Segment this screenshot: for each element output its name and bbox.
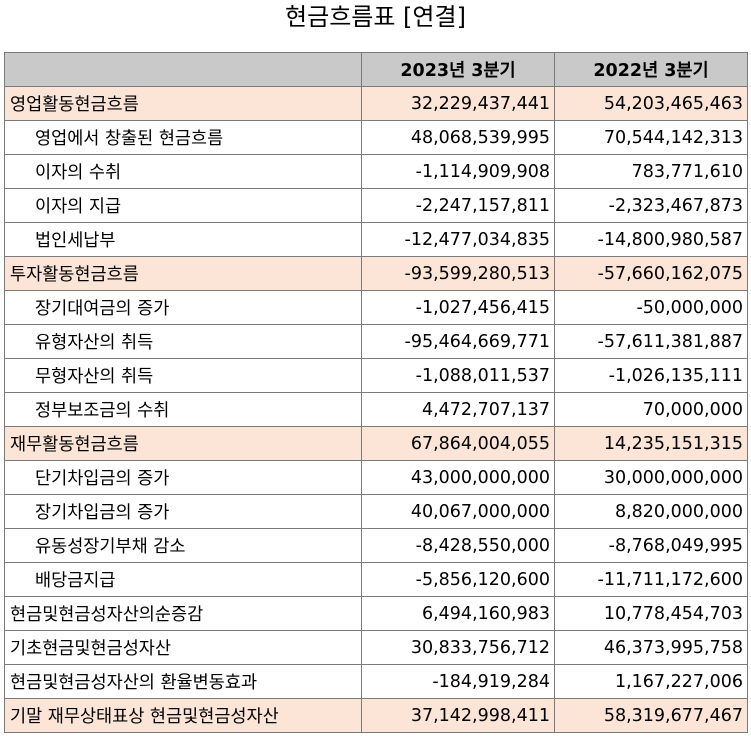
table-row: 이자의 수취 -1,114,909,908 783,771,610 [4,154,748,189]
table-row: 장기차입금의 증가 40,067,000,000 8,820,000,000 [4,494,748,529]
row-label: 기말 재무상태표상 현금및현금성자산 [4,698,362,733]
value-2023q3: 37,142,998,411 [361,698,555,733]
row-label: 무형자산의 취득 [4,358,362,393]
table-row: 유형자산의 취득 -95,464,669,771 -57,611,381,887 [4,324,748,359]
row-label: 이자의 수취 [4,154,362,189]
value-2023q3: 30,833,756,712 [361,630,555,665]
table-row: 기초현금및현금성자산 30,833,756,712 46,373,995,758 [4,630,748,665]
table-row: 장기대여금의 증가 -1,027,456,415 -50,000,000 [4,290,748,325]
value-2023q3: 43,000,000,000 [361,460,555,495]
row-label: 법인세납부 [4,222,362,257]
table-row: 정부보조금의 수취 4,472,707,137 70,000,000 [4,392,748,427]
row-label: 영업에서 창출된 현금흐름 [4,120,362,155]
value-2022q3: -57,660,162,075 [554,256,748,291]
value-2022q3: 46,373,995,758 [554,630,748,665]
value-2022q3: -2,323,467,873 [554,188,748,223]
table-row: 무형자산의 취득 -1,088,011,537 -1,026,135,111 [4,358,748,393]
row-label: 현금및현금성자산의 환율변동효과 [4,664,362,699]
value-2022q3: 54,203,465,463 [554,86,748,121]
header-label-cell [4,52,362,87]
header-2023q3: 2023년 3분기 [361,52,555,87]
value-2022q3: -1,026,135,111 [554,358,748,393]
table-row: 영업활동현금흐름 32,229,437,441 54,203,465,463 [4,86,748,121]
value-2022q3: 14,235,151,315 [554,426,748,461]
value-2023q3: -1,114,909,908 [361,154,555,189]
table-row: 재무활동현금흐름 67,864,004,055 14,235,151,315 [4,426,748,461]
table-row: 유동성장기부채 감소 -8,428,550,000 -8,768,049,995 [4,528,748,563]
value-2022q3: -14,800,980,587 [554,222,748,257]
value-2023q3: 67,864,004,055 [361,426,555,461]
row-label: 장기차입금의 증가 [4,494,362,529]
row-label: 이자의 지급 [4,188,362,223]
value-2022q3: -57,611,381,887 [554,324,748,359]
row-label: 장기대여금의 증가 [4,290,362,325]
value-2023q3: 48,068,539,995 [361,120,555,155]
page-title: 현금흐름표 [연결] [285,3,466,31]
value-2023q3: 40,067,000,000 [361,494,555,529]
value-2022q3: 8,820,000,000 [554,494,748,529]
value-2022q3: -11,711,172,600 [554,562,748,597]
value-2023q3: -12,477,034,835 [361,222,555,257]
value-2022q3: 783,771,610 [554,154,748,189]
value-2022q3: -8,768,049,995 [554,528,748,563]
header-2022q3: 2022년 3분기 [554,52,748,87]
value-2023q3: -2,247,157,811 [361,188,555,223]
table-row: 현금및현금성자산의 환율변동효과 -184,919,284 1,167,227,00… [4,664,748,699]
cash-flow-table: 2023년 3분기 2022년 3분기 영업활동현금흐름 32,229,437,4… [4,52,748,733]
table-row: 이자의 지급 -2,247,157,811 -2,323,467,873 [4,188,748,223]
row-label: 정부보조금의 수취 [4,392,362,427]
row-label: 단기차입금의 증가 [4,460,362,495]
value-2023q3: -93,599,280,513 [361,256,555,291]
value-2023q3: 6,494,160,983 [361,596,555,631]
table-row: 단기차입금의 증가 43,000,000,000 30,000,000,000 [4,460,748,495]
header-row: 2023년 3분기 2022년 3분기 [4,52,748,87]
value-2023q3: 32,229,437,441 [361,86,555,121]
value-2023q3: -184,919,284 [361,664,555,699]
value-2023q3: -8,428,550,000 [361,528,555,563]
value-2022q3: 58,319,677,467 [554,698,748,733]
value-2023q3: 4,472,707,137 [361,392,555,427]
table-row: 투자활동현금흐름 -93,599,280,513 -57,660,162,075 [4,256,748,291]
row-label: 재무활동현금흐름 [4,426,362,461]
value-2022q3: 10,778,454,703 [554,596,748,631]
table-row: 기말 재무상태표상 현금및현금성자산 37,142,998,411 58,319,6… [4,698,748,733]
value-2023q3: -5,856,120,600 [361,562,555,597]
table-row: 배당금지급 -5,856,120,600 -11,711,172,600 [4,562,748,597]
table-row: 영업에서 창출된 현금흐름 48,068,539,995 70,544,142,31… [4,120,748,155]
row-label: 유동성장기부채 감소 [4,528,362,563]
value-2023q3: -1,027,456,415 [361,290,555,325]
value-2022q3: 1,167,227,006 [554,664,748,699]
value-2023q3: -95,464,669,771 [361,324,555,359]
row-label: 투자활동현금흐름 [4,256,362,291]
row-label: 유형자산의 취득 [4,324,362,359]
value-2022q3: 70,544,142,313 [554,120,748,155]
value-2022q3: 30,000,000,000 [554,460,748,495]
row-label: 배당금지급 [4,562,362,597]
table-row: 법인세납부 -12,477,034,835 -14,800,980,587 [4,222,748,257]
row-label: 기초현금및현금성자산 [4,630,362,665]
row-label: 영업활동현금흐름 [4,86,362,121]
value-2022q3: 70,000,000 [554,392,748,427]
row-label: 현금및현금성자산의순증감 [4,596,362,631]
value-2022q3: -50,000,000 [554,290,748,325]
table-row: 현금및현금성자산의순증감 6,494,160,983 10,778,454,703 [4,596,748,631]
value-2023q3: -1,088,011,537 [361,358,555,393]
